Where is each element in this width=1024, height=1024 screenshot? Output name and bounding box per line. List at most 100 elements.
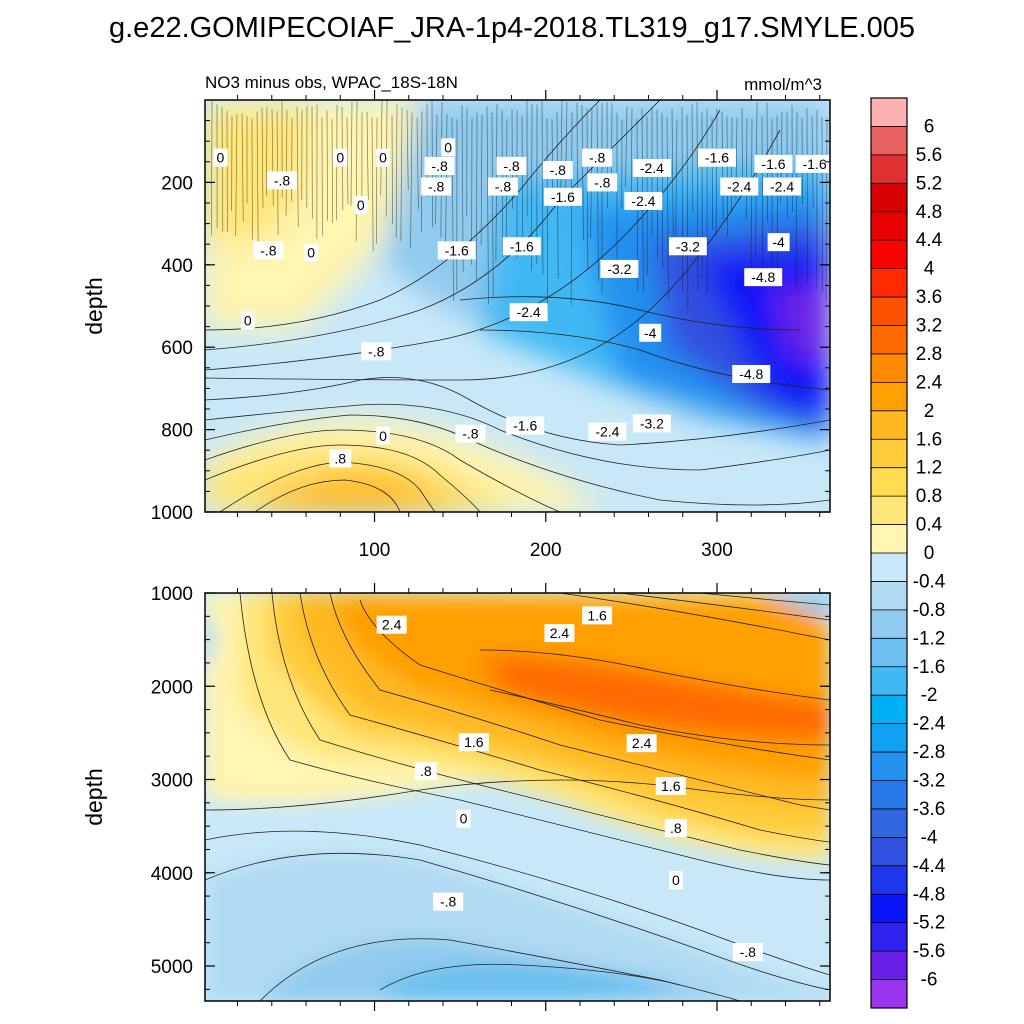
contour-label: 1.6 <box>582 606 613 625</box>
contour-label: .8 <box>329 449 352 468</box>
colorbar-swatch <box>871 581 907 611</box>
svg-text:-3.2: -3.2 <box>640 415 664 431</box>
svg-text:-2.4: -2.4 <box>595 424 619 440</box>
y-tick-label: 2000 <box>151 677 193 698</box>
svg-text:-.8: -.8 <box>503 158 520 174</box>
svg-text:-1.6: -1.6 <box>803 156 827 172</box>
figure-title: g.e22.GOMIPECOIAF_JRA-1p4-2018.TL319_g17… <box>109 12 915 44</box>
contour-label: -1.6 <box>543 187 582 206</box>
svg-text:-1.6: -1.6 <box>761 156 785 172</box>
colorbar-swatch <box>871 410 907 440</box>
colorbar-swatch <box>871 979 907 1009</box>
contour-label: -1.6 <box>502 237 541 256</box>
colorbar-label: -2 <box>921 685 938 706</box>
svg-text:-.8: -.8 <box>462 426 479 442</box>
colorbar-swatch <box>871 609 907 639</box>
colorbar-swatch <box>871 723 907 753</box>
svg-text:.8: .8 <box>334 450 346 466</box>
svg-text:-1.6: -1.6 <box>513 417 537 433</box>
svg-text:1.6: 1.6 <box>587 607 607 623</box>
svg-text:2.4: 2.4 <box>382 617 402 633</box>
contour-label: -4.8 <box>744 268 783 287</box>
svg-text:-.8: -.8 <box>740 944 757 960</box>
colorbar-label: -1.6 <box>913 657 946 678</box>
colorbar-label: 4.8 <box>916 202 942 223</box>
colorbar-label: -3.6 <box>913 799 946 820</box>
y-tick-label: 1000 <box>151 503 193 524</box>
lower-panel-field: 2.4 1.6 2.4 1.6 2.4 .8 1.6 0 .8 0 -.8 -.8 <box>205 593 830 1001</box>
svg-text:0: 0 <box>244 312 252 328</box>
contour-label: -4.8 <box>732 364 771 383</box>
colorbar-label: -4.4 <box>913 856 946 877</box>
colorbar-swatch <box>871 666 907 696</box>
svg-text:-4.8: -4.8 <box>739 366 763 382</box>
svg-text:-2.4: -2.4 <box>727 179 751 195</box>
svg-text:0: 0 <box>357 197 365 213</box>
svg-text:-.8: -.8 <box>368 343 385 359</box>
contour-label: -.8 <box>421 177 452 196</box>
colorbar-label: -0.8 <box>913 600 946 621</box>
colorbar-label: 4.4 <box>916 230 943 251</box>
colorbar-label: 1.6 <box>916 429 942 450</box>
contour-label: 1.6 <box>655 777 686 796</box>
contour-label: -2.4 <box>720 177 759 196</box>
contour-label: -.8 <box>253 241 284 260</box>
contour-label: 0 <box>333 148 348 167</box>
contour-label: 0 <box>304 243 319 262</box>
svg-text:-4: -4 <box>772 234 785 250</box>
svg-text:-1.6: -1.6 <box>510 238 534 254</box>
contour-label: -.8 <box>542 161 573 180</box>
upper-panel-field: 0 0 0 0 -.8 -.8 -.8 -.8 -.8 -.8 -.8 -.8 -2.4 -1.6 -1.6… <box>205 100 830 512</box>
y-tick-label: 3000 <box>151 771 193 792</box>
contour-label: -.8 <box>267 171 298 190</box>
colorbar-swatch <box>871 865 907 895</box>
lower-y-axis-title: depth <box>81 768 107 826</box>
svg-text:0: 0 <box>672 872 680 888</box>
contour-label: 0 <box>376 148 391 167</box>
contour-label: -1.6 <box>506 416 545 435</box>
svg-text:-1.6: -1.6 <box>551 189 575 205</box>
svg-text:-.8: -.8 <box>274 172 291 188</box>
colorbar-swatch <box>871 353 907 383</box>
y-tick-label: 800 <box>161 421 193 442</box>
colorbar-swatch <box>871 154 907 184</box>
svg-text:2.4: 2.4 <box>550 625 570 641</box>
colorbar-swatch <box>871 183 907 213</box>
colorbar-label: 2.4 <box>916 372 943 393</box>
y-tick-label: 4000 <box>151 864 193 885</box>
contour-label: -2.4 <box>509 303 548 322</box>
colorbar-label: -0.4 <box>913 571 946 592</box>
colorbar-swatch <box>871 382 907 412</box>
svg-text:-2.4: -2.4 <box>631 193 655 209</box>
svg-text:-3.2: -3.2 <box>676 238 700 254</box>
colorbar-swatch <box>871 467 907 497</box>
colorbar-swatch <box>871 297 907 326</box>
contour-label: 2.4 <box>376 615 407 634</box>
svg-text:0: 0 <box>307 244 315 260</box>
svg-text:-1.6: -1.6 <box>705 150 729 166</box>
colorbar-label: 3.6 <box>916 287 942 308</box>
contour-label: -3.2 <box>668 237 707 256</box>
colorbar-label: -3.2 <box>913 771 946 792</box>
colorbar-label: -2.8 <box>913 742 946 763</box>
panel-subtitle-units: mmol/m^3 <box>744 75 822 94</box>
contour-label: -4 <box>639 323 662 342</box>
colorbar-swatch <box>871 752 907 781</box>
svg-text:-.8: -.8 <box>428 179 445 195</box>
contour-label: -.8 <box>361 342 392 361</box>
colorbar-label: 6 <box>924 116 935 137</box>
contour-label: -2.4 <box>763 177 802 196</box>
contour-label: -.8 <box>433 892 464 911</box>
svg-text:0: 0 <box>460 811 468 827</box>
svg-text:-2.4: -2.4 <box>770 179 794 195</box>
colorbar-label: 3.2 <box>916 316 942 337</box>
svg-text:-3.2: -3.2 <box>607 261 631 277</box>
svg-text:-.8: -.8 <box>594 174 611 190</box>
svg-text:0: 0 <box>336 150 344 166</box>
colorbar-swatch <box>871 439 907 469</box>
contour-label: 0 <box>456 809 471 828</box>
colorbar-label: -4.8 <box>913 884 946 905</box>
colorbar-label: -4 <box>921 827 938 848</box>
svg-text:-.8: -.8 <box>495 179 512 195</box>
panel-subtitle-left: NO3 minus obs, WPAC_18S-18N <box>205 73 458 92</box>
